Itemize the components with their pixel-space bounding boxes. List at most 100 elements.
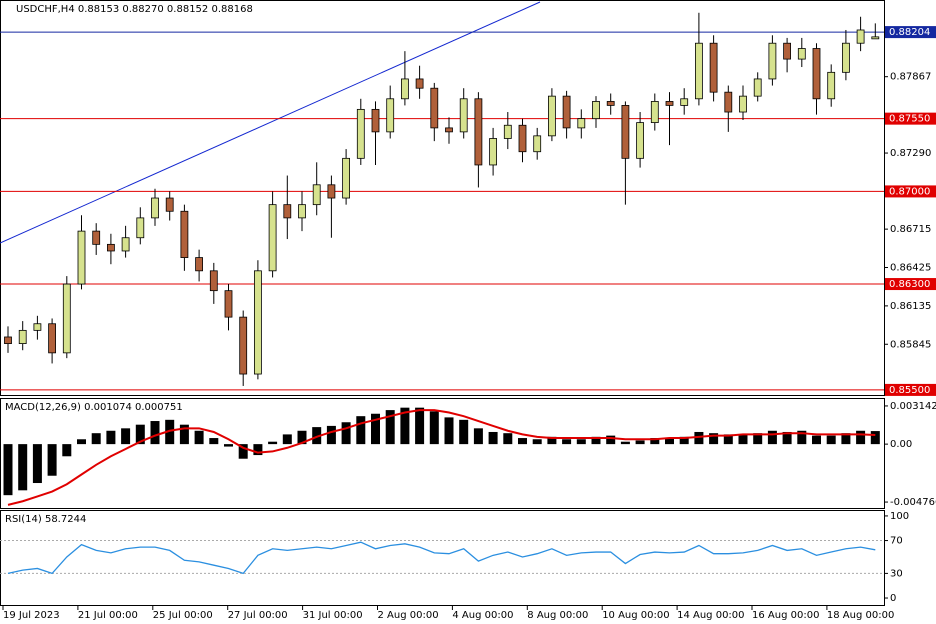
- candle-body: [739, 95, 747, 113]
- macd-bar: [106, 430, 116, 445]
- candle-body: [268, 204, 277, 272]
- candle-body: [77, 230, 86, 285]
- macd-bar: [18, 444, 28, 491]
- macd-bar: [179, 424, 189, 445]
- candle-body: [209, 270, 218, 292]
- trendline: [0, 1, 541, 244]
- macd-bar: [488, 431, 498, 445]
- macd-bar: [253, 444, 263, 456]
- x-tick-label: 31 Jul 00:00: [303, 610, 363, 621]
- candle-body: [459, 98, 468, 133]
- level-tag: [885, 278, 936, 291]
- candle-body: [503, 124, 512, 139]
- x-tick-label: 10 Aug 00:00: [602, 610, 669, 621]
- x-tick-label: 21 Jul 00:00: [78, 610, 138, 621]
- macd-bar: [385, 410, 395, 445]
- candle-body: [48, 323, 56, 354]
- macd-bar: [400, 407, 410, 445]
- macd-bar: [77, 439, 86, 445]
- candle-body: [753, 78, 762, 97]
- candle-body: [18, 329, 27, 344]
- x-tick-label: 8 Aug 00:00: [527, 610, 588, 621]
- macd-bar: [224, 444, 233, 447]
- level-tag: [885, 383, 936, 396]
- macd-bar: [503, 433, 513, 445]
- candle-body: [709, 42, 718, 93]
- macd-bar: [473, 428, 483, 445]
- macd-bar: [518, 438, 527, 445]
- candle-body: [239, 316, 248, 375]
- candle-body: [445, 127, 453, 133]
- rsi-line: [7, 541, 876, 575]
- candle-body: [636, 122, 644, 159]
- macd-bar: [444, 417, 454, 445]
- macd-bar: [856, 430, 866, 445]
- candle-body: [533, 135, 542, 153]
- candle-body: [165, 197, 174, 212]
- y-tick-label: 30: [890, 568, 903, 579]
- price-tag: [885, 26, 936, 39]
- candle-body: [415, 78, 424, 89]
- candle-body: [606, 101, 615, 106]
- macd-bar: [532, 439, 542, 445]
- candle-body: [180, 210, 189, 258]
- macd-bar: [135, 424, 145, 445]
- candle-body: [768, 42, 777, 80]
- x-tick-label: 14 Aug 00:00: [677, 610, 744, 621]
- rsi-pane: [0, 510, 885, 606]
- macd-bar: [767, 430, 777, 445]
- y-tick-label: 70: [890, 536, 903, 547]
- candle-body: [400, 78, 409, 100]
- macd-bar: [650, 438, 660, 445]
- macd-bar: [665, 438, 674, 445]
- x-tick-label: 2 Aug 00:00: [378, 610, 439, 621]
- macd-bar: [326, 425, 336, 445]
- signal-line: [7, 409, 876, 506]
- level-tag: [885, 185, 936, 198]
- candle-body: [783, 42, 791, 60]
- candle-body: [842, 42, 850, 73]
- y-tick-label: 100: [890, 511, 909, 522]
- candle-body: [298, 204, 306, 219]
- candle-body: [665, 101, 674, 106]
- candle-body: [356, 108, 365, 159]
- candle-body: [518, 124, 527, 153]
- candle-body: [224, 290, 233, 318]
- macd-bar: [297, 430, 307, 445]
- candle-body: [812, 48, 821, 100]
- macd-bar: [165, 419, 175, 445]
- candle-body: [195, 257, 204, 272]
- candle-body: [327, 184, 336, 199]
- macd-bar: [576, 439, 586, 445]
- candle-body: [386, 98, 395, 133]
- candle-body: [33, 323, 42, 331]
- macd-bar: [591, 436, 601, 445]
- macd-bar: [268, 441, 278, 445]
- level-label: 0.86300: [889, 279, 930, 290]
- candle-body: [474, 98, 483, 166]
- price-label: 0.88204: [889, 27, 930, 38]
- macd-bar: [826, 435, 836, 445]
- y-tick-label: -0.004766: [890, 497, 936, 508]
- candle-body: [548, 95, 556, 137]
- macd-bar: [356, 416, 366, 445]
- candle-body: [371, 108, 380, 133]
- candle-body: [312, 184, 321, 206]
- y-tick-label: 0.00: [890, 439, 912, 450]
- candle-body: [489, 138, 498, 166]
- macd-bar: [723, 434, 733, 445]
- macd-bar: [606, 435, 616, 445]
- x-tick-label: 27 Jul 00:00: [228, 610, 288, 621]
- macd-bar: [312, 427, 322, 445]
- x-tick-label: 4 Aug 00:00: [452, 610, 513, 621]
- level-tag: [885, 112, 936, 125]
- macd-bar: [620, 441, 630, 445]
- candle-body: [430, 87, 439, 129]
- candle-body: [856, 29, 865, 44]
- macd-bar: [753, 433, 763, 445]
- macd-bar: [812, 435, 821, 445]
- macd-bar: [782, 431, 792, 445]
- candle-body: [695, 42, 703, 100]
